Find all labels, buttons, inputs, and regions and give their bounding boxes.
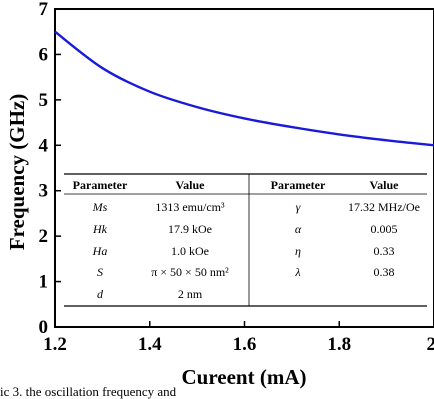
y-tick-label: 1 xyxy=(39,272,49,293)
y-tick-label: 4 xyxy=(39,135,49,156)
y-tick-label: 2 xyxy=(39,226,49,247)
figure-caption: ic 3. the oscillation frequency and xyxy=(0,385,177,399)
table-cell: 17.9 kOe xyxy=(168,222,212,236)
table-cell: 1.0 kOe xyxy=(171,244,209,258)
y-axis-title: Frequency (GHz) xyxy=(5,94,29,251)
table-cell: S xyxy=(97,265,103,279)
table-header-cell: Parameter xyxy=(271,178,326,192)
table-cell: λ xyxy=(294,265,300,279)
table-cell: γ xyxy=(296,200,301,214)
y-axis-ticks: 0 1 2 3 4 5 6 7 xyxy=(39,0,61,338)
x-axis-ticks: 1.2 1.4 1.6 1.8 2 xyxy=(43,321,434,355)
series-layer xyxy=(54,30,434,147)
table-cell: 0.005 xyxy=(371,222,398,236)
table-cell: η xyxy=(295,244,301,258)
table-cell: Ha xyxy=(92,244,108,258)
x-tick-label: 1.8 xyxy=(327,334,351,355)
x-tick-label: 2 xyxy=(427,334,434,355)
table-cell: Ms xyxy=(92,200,108,214)
table-cell: α xyxy=(295,222,302,236)
plot-area-frame xyxy=(54,8,434,328)
parameter-table: Parameter Value Parameter Value Ms 1313 emu/c… xyxy=(64,173,427,307)
y-tick-label: 3 xyxy=(39,181,49,202)
table-header-cell: Value xyxy=(176,178,206,192)
y-tick-label: 7 xyxy=(39,0,49,20)
table-cell: d xyxy=(97,287,104,301)
table-cell: 17.32 MHz/Oe xyxy=(348,200,420,214)
table-cell: 0.38 xyxy=(374,265,395,279)
frequency-series-line xyxy=(54,30,434,147)
table-cell: 2 nm xyxy=(178,287,203,301)
x-tick-label: 1.6 xyxy=(233,334,257,355)
table-cell: Hk xyxy=(92,222,108,236)
table-cell: 0.33 xyxy=(374,244,395,258)
y-tick-label: 5 xyxy=(39,90,49,111)
table-header-cell: Value xyxy=(370,178,400,192)
x-tick-label: 1.2 xyxy=(43,334,67,355)
table-header-cell: Parameter xyxy=(73,178,128,192)
table-cell: π × 50 × 50 nm² xyxy=(151,265,229,279)
x-tick-label: 1.4 xyxy=(138,334,162,355)
y-tick-label: 6 xyxy=(39,44,49,65)
x-axis-title: Cureent (mA) xyxy=(182,365,307,389)
y-tick-label: 0 xyxy=(39,317,49,338)
table-cell: 1313 emu/cm³ xyxy=(155,200,225,214)
